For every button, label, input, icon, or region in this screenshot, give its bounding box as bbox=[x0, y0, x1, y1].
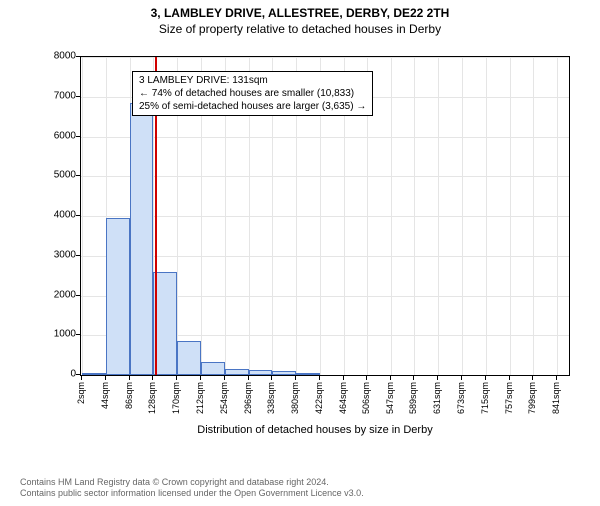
x-tick-label: 506sqm bbox=[361, 382, 371, 414]
x-tick-mark bbox=[152, 376, 153, 380]
gridline-v bbox=[557, 57, 558, 375]
annotation-line: 3 LAMBLEY DRIVE: 131sqm bbox=[139, 74, 366, 87]
x-tick-label: 799sqm bbox=[527, 382, 537, 414]
x-axis-label: Distribution of detached houses by size … bbox=[50, 424, 580, 436]
y-tick-label: 5000 bbox=[36, 170, 76, 181]
gridline-v bbox=[533, 57, 534, 375]
footer-line-1: Contains HM Land Registry data © Crown c… bbox=[20, 477, 364, 489]
histogram-bar bbox=[272, 371, 296, 375]
x-tick-label: 380sqm bbox=[290, 382, 300, 414]
histogram-bar bbox=[249, 370, 273, 375]
x-tick-mark bbox=[556, 376, 557, 380]
y-tick-mark bbox=[76, 295, 80, 296]
gridline-v bbox=[462, 57, 463, 375]
x-tick-mark bbox=[366, 376, 367, 380]
title-line-2: Size of property relative to detached ho… bbox=[0, 22, 600, 36]
x-tick-mark bbox=[390, 376, 391, 380]
x-tick-mark bbox=[105, 376, 106, 380]
x-tick-mark bbox=[129, 376, 130, 380]
footer-line-2: Contains public sector information licen… bbox=[20, 488, 364, 500]
histogram-bar bbox=[130, 103, 154, 375]
y-tick-label: 1000 bbox=[36, 329, 76, 340]
gridline-v bbox=[82, 57, 83, 375]
x-tick-mark bbox=[295, 376, 296, 380]
y-tick-mark bbox=[76, 374, 80, 375]
x-tick-mark bbox=[437, 376, 438, 380]
x-tick-label: 212sqm bbox=[195, 382, 205, 414]
y-tick-mark bbox=[76, 175, 80, 176]
x-tick-mark bbox=[532, 376, 533, 380]
gridline-v bbox=[510, 57, 511, 375]
histogram-bar bbox=[225, 369, 249, 375]
x-tick-label: 86sqm bbox=[124, 382, 134, 409]
y-tick-mark bbox=[76, 334, 80, 335]
x-tick-label: 715sqm bbox=[480, 382, 490, 414]
y-tick-mark bbox=[76, 56, 80, 57]
plot-area: 3 LAMBLEY DRIVE: 131sqm← 74% of detached… bbox=[80, 56, 570, 376]
gridline-h bbox=[81, 375, 569, 376]
y-tick-label: 2000 bbox=[36, 289, 76, 300]
x-tick-label: 338sqm bbox=[266, 382, 276, 414]
histogram-bar bbox=[201, 362, 225, 375]
y-tick-label: 4000 bbox=[36, 210, 76, 221]
histogram-bar bbox=[296, 373, 320, 375]
x-tick-mark bbox=[271, 376, 272, 380]
x-tick-mark bbox=[176, 376, 177, 380]
gridline-v bbox=[391, 57, 392, 375]
x-tick-label: 422sqm bbox=[314, 382, 324, 414]
attribution-footer: Contains HM Land Registry data © Crown c… bbox=[20, 477, 364, 500]
y-tick-mark bbox=[76, 215, 80, 216]
x-tick-label: 631sqm bbox=[432, 382, 442, 414]
x-tick-mark bbox=[224, 376, 225, 380]
x-tick-label: 673sqm bbox=[456, 382, 466, 414]
x-tick-label: 170sqm bbox=[171, 382, 181, 414]
y-tick-mark bbox=[76, 136, 80, 137]
x-tick-mark bbox=[343, 376, 344, 380]
y-tick-mark bbox=[76, 96, 80, 97]
histogram-bar bbox=[106, 218, 130, 375]
y-tick-label: 7000 bbox=[36, 90, 76, 101]
x-tick-mark bbox=[509, 376, 510, 380]
x-tick-label: 128sqm bbox=[147, 382, 157, 414]
x-tick-label: 589sqm bbox=[408, 382, 418, 414]
annotation-line: ← 74% of detached houses are smaller (10… bbox=[139, 87, 366, 100]
y-tick-mark bbox=[76, 255, 80, 256]
y-tick-label: 3000 bbox=[36, 249, 76, 260]
y-tick-label: 6000 bbox=[36, 130, 76, 141]
y-tick-label: 8000 bbox=[36, 51, 76, 62]
x-tick-label: 547sqm bbox=[385, 382, 395, 414]
x-tick-label: 44sqm bbox=[100, 382, 110, 409]
gridline-v bbox=[438, 57, 439, 375]
x-tick-label: 2sqm bbox=[76, 382, 86, 404]
title-line-1: 3, LAMBLEY DRIVE, ALLESTREE, DERBY, DE22… bbox=[0, 6, 600, 20]
histogram-bar bbox=[177, 341, 201, 375]
annotation-line: 25% of semi-detached houses are larger (… bbox=[139, 100, 366, 113]
x-tick-label: 464sqm bbox=[338, 382, 348, 414]
x-tick-mark bbox=[485, 376, 486, 380]
x-tick-label: 757sqm bbox=[504, 382, 514, 414]
x-tick-label: 296sqm bbox=[243, 382, 253, 414]
x-tick-label: 841sqm bbox=[551, 382, 561, 414]
histogram-bar bbox=[82, 373, 106, 375]
x-tick-mark bbox=[461, 376, 462, 380]
x-tick-mark bbox=[200, 376, 201, 380]
gridline-v bbox=[414, 57, 415, 375]
chart-container: Number of detached properties 3 LAMBLEY … bbox=[50, 46, 580, 416]
x-tick-mark bbox=[413, 376, 414, 380]
x-tick-label: 254sqm bbox=[219, 382, 229, 414]
gridline-v bbox=[486, 57, 487, 375]
y-tick-label: 0 bbox=[36, 369, 76, 380]
x-tick-mark bbox=[81, 376, 82, 380]
x-tick-mark bbox=[319, 376, 320, 380]
x-tick-mark bbox=[248, 376, 249, 380]
annotation-box: 3 LAMBLEY DRIVE: 131sqm← 74% of detached… bbox=[132, 71, 373, 116]
